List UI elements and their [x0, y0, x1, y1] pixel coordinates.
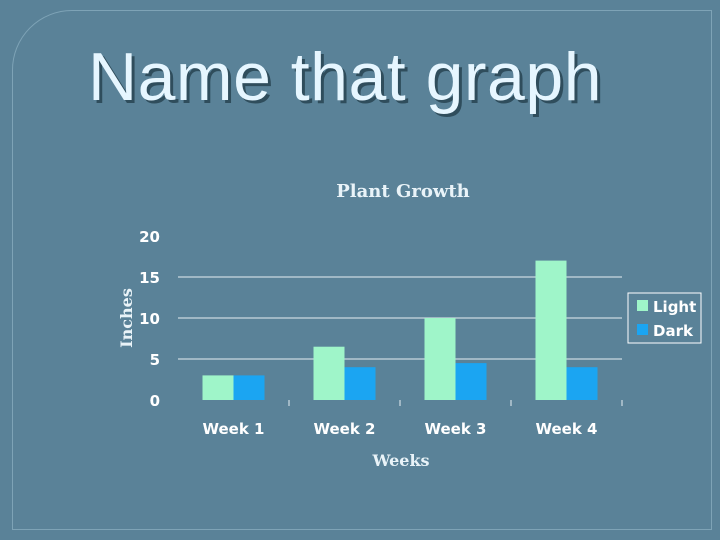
- x-tick-label: Week 3: [425, 420, 487, 438]
- legend-label-dark: Dark: [653, 322, 694, 340]
- bar-dark-2: [344, 367, 376, 400]
- bar-dark-3: [455, 363, 487, 400]
- axes: 0 5 10 15 20 Week 1 Week 2 Week 3 Week 4: [139, 228, 623, 438]
- y-tick-label: 20: [139, 228, 160, 246]
- bar-dark-1: [233, 375, 265, 400]
- legend: Light Dark: [627, 292, 702, 344]
- legend-label-light: Light: [653, 298, 696, 316]
- legend-box: [627, 292, 702, 344]
- x-axis-title: Weeks: [371, 451, 429, 470]
- bar-light-4: [535, 260, 567, 400]
- bar-light-2: [313, 346, 345, 400]
- y-tick-label: 0: [150, 392, 160, 410]
- y-tick-label: 15: [139, 269, 160, 287]
- x-tick-label: Week 2: [314, 420, 376, 438]
- x-tick-label: Week 1: [203, 420, 265, 438]
- y-axis-title: Inches: [117, 288, 136, 348]
- bar-light-3: [424, 318, 456, 400]
- x-tick-label: Week 4: [536, 420, 598, 438]
- y-tick-label: 10: [139, 310, 160, 328]
- bars: [202, 260, 598, 400]
- bar-dark-4: [566, 367, 598, 400]
- legend-swatch-light: [637, 300, 648, 311]
- slide-title: Name that graph: [88, 39, 603, 115]
- legend-swatch-dark: [637, 324, 648, 335]
- bar-light-1: [202, 375, 234, 400]
- y-tick-label: 5: [150, 351, 160, 369]
- chart-title: Plant Growth: [336, 181, 469, 202]
